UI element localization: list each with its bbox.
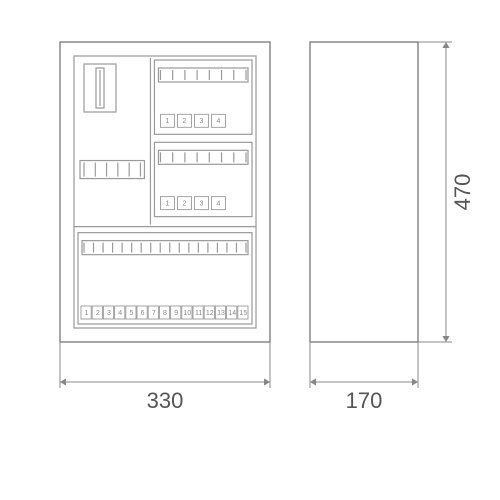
bottom-slot-10: 10: [184, 310, 192, 317]
breaker-2-slot-3: 3: [199, 200, 203, 207]
side-view: [310, 42, 418, 342]
bottom-slot-12: 12: [206, 310, 214, 317]
breaker-2-slot-2: 2: [182, 200, 186, 207]
front-view: 12341234123456789101112131415: [60, 42, 270, 342]
dimension-width-front: 330: [147, 388, 184, 413]
bottom-slot-11: 11: [195, 310, 202, 317]
bottom-slot-6: 6: [141, 310, 145, 317]
bottom-slot-7: 7: [152, 310, 156, 317]
dimension-depth-side: 170: [346, 388, 383, 413]
breaker-2-slot-1: 1: [165, 200, 169, 207]
dimension-height: 470: [450, 174, 475, 211]
breaker-block-2: 1 2 3 4: [154, 142, 252, 216]
breaker-2-slot-4: 4: [216, 200, 220, 207]
breaker-1-slot-2: 2: [182, 118, 186, 125]
bottom-slot-15: 15: [240, 310, 248, 317]
breaker-block-1: 1 2 3 4: [154, 60, 252, 134]
breaker-1-slot-1: 1: [165, 118, 169, 125]
bottom-slot-row: 123456789101112131415: [78, 233, 252, 324]
bottom-slot-5: 5: [129, 310, 133, 317]
breaker-1-slot-4: 4: [216, 118, 220, 125]
bottom-slot-8: 8: [163, 310, 167, 317]
bottom-slot-1: 1: [85, 310, 89, 317]
bottom-slot-3: 3: [107, 310, 111, 317]
bottom-slot-4: 4: [118, 310, 122, 317]
bottom-slot-14: 14: [228, 310, 236, 317]
breaker-1-slot-3: 3: [199, 118, 203, 125]
bottom-slot-13: 13: [217, 310, 225, 317]
bottom-slot-2: 2: [96, 310, 100, 317]
bottom-slot-9: 9: [174, 310, 178, 317]
